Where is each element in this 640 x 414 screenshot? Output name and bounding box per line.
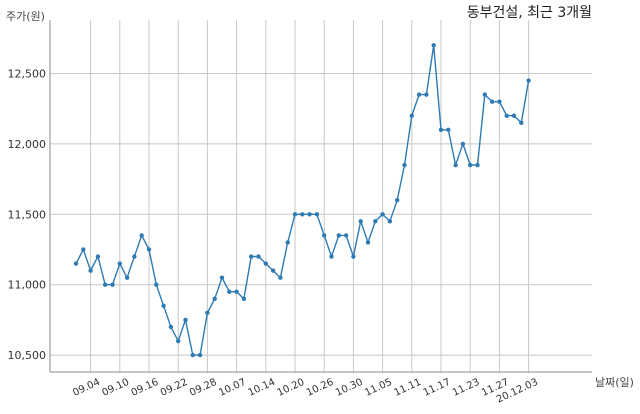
x-tick-label: 11.23 <box>451 377 482 399</box>
data-point <box>219 275 225 280</box>
y-axis-label: 주가(원) <box>6 10 45 23</box>
data-point <box>285 240 290 245</box>
x-tick-label: 10.20 <box>276 377 307 399</box>
data-point <box>431 43 436 48</box>
x-tick-label: 09.22 <box>159 377 190 399</box>
y-tick-label: 10,500 <box>8 349 47 362</box>
x-tick-label: 11.05 <box>363 377 394 399</box>
data-point <box>387 219 393 224</box>
y-tick-label: 11,500 <box>8 208 47 221</box>
y-tick-label: 12,500 <box>8 68 47 81</box>
data-point <box>343 233 349 238</box>
data-point <box>446 127 451 133</box>
data-point <box>307 212 312 217</box>
data-point <box>475 162 480 168</box>
chart-title: 동부건설, 최근 3개월 <box>466 5 592 21</box>
data-point <box>292 212 298 217</box>
data-point <box>373 219 378 224</box>
data-point <box>278 275 283 280</box>
data-point <box>117 261 123 266</box>
y-gridlines <box>50 73 592 356</box>
data-point <box>249 254 254 259</box>
x-tick-label: 11.11 <box>392 377 423 399</box>
data-point <box>453 162 458 168</box>
data-point <box>438 127 444 133</box>
data-point <box>103 282 108 287</box>
x-tick-label: 10.30 <box>334 377 365 399</box>
data-point <box>358 219 363 224</box>
data-point <box>365 240 371 245</box>
data-point <box>183 317 188 323</box>
data-point <box>424 92 429 97</box>
data-point <box>395 198 400 203</box>
x-tick-label: 09.16 <box>130 377 161 399</box>
data-point <box>402 162 407 168</box>
data-point <box>139 233 144 238</box>
data-point <box>263 261 268 266</box>
data-point <box>73 261 79 266</box>
data-point <box>154 282 159 287</box>
data-point <box>504 113 509 118</box>
data-point <box>110 282 115 287</box>
data-point <box>416 92 422 97</box>
data-point <box>409 113 414 118</box>
y-tick-label: 12,000 <box>8 138 47 151</box>
x-tick-labels: 09.0409.1009.1609.2209.2810.0710.1410.20… <box>71 377 540 406</box>
price-series-line <box>75 45 530 356</box>
x-tick-label: 09.28 <box>188 377 219 399</box>
data-point <box>146 247 152 252</box>
data-point <box>314 212 320 217</box>
data-point <box>468 162 473 168</box>
data-point <box>329 254 334 259</box>
data-point <box>519 120 524 125</box>
data-point <box>241 296 247 301</box>
data-point <box>256 254 261 259</box>
data-point <box>124 275 130 280</box>
price-series-points <box>73 43 531 358</box>
data-point <box>460 141 466 147</box>
x-gridlines <box>90 20 530 372</box>
data-point <box>161 303 166 309</box>
data-point <box>336 233 341 238</box>
data-point <box>197 352 203 358</box>
data-point <box>300 212 305 217</box>
data-point <box>81 247 86 252</box>
x-tick-label: 10.07 <box>217 377 248 399</box>
data-point <box>497 99 502 104</box>
data-point <box>205 310 210 316</box>
x-axis-label: 날짜(일) <box>595 376 634 389</box>
data-point <box>227 289 232 294</box>
x-tick-label: 10.14 <box>246 377 277 399</box>
data-point <box>95 254 101 259</box>
y-tick-label: 11,000 <box>8 279 47 292</box>
y-tick-labels: 10,500 11,000 11,500 12,000 12,500 <box>8 68 47 363</box>
data-point <box>511 113 517 118</box>
data-point <box>132 254 137 259</box>
data-point <box>234 289 239 294</box>
data-point <box>270 268 276 273</box>
x-tick-label: 09.10 <box>100 377 131 399</box>
data-point <box>190 352 195 358</box>
data-point <box>489 99 495 104</box>
data-point <box>380 212 385 217</box>
data-point <box>212 296 217 301</box>
data-point <box>351 254 356 259</box>
x-tick-label: 10.26 <box>305 377 336 399</box>
data-point <box>176 338 181 344</box>
data-point <box>482 92 487 97</box>
data-point <box>88 268 93 273</box>
data-point <box>322 233 327 238</box>
data-point <box>526 78 531 83</box>
x-tick-label: 11.17 <box>422 377 453 399</box>
x-tick-label: 09.04 <box>71 377 102 399</box>
data-point <box>168 324 174 330</box>
